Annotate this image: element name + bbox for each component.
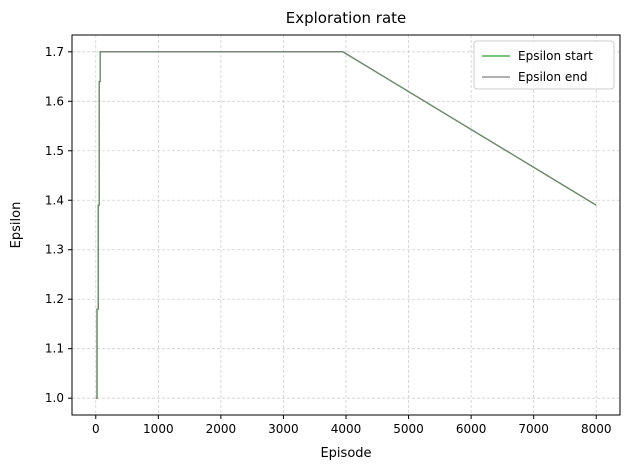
y-tick-label: 1.5 bbox=[45, 144, 64, 158]
y-tick-label: 1.0 bbox=[45, 391, 64, 405]
x-tick-label: 5000 bbox=[393, 422, 424, 436]
x-tick-label: 2000 bbox=[206, 422, 237, 436]
x-tick-label: 8000 bbox=[581, 422, 612, 436]
x-tick-label: 0 bbox=[92, 422, 100, 436]
x-tick-label: 6000 bbox=[456, 422, 487, 436]
y-tick-label: 1.2 bbox=[45, 292, 64, 306]
x-tick-label: 1000 bbox=[143, 422, 174, 436]
grid bbox=[72, 35, 620, 415]
y-tick-label: 1.1 bbox=[45, 342, 64, 356]
x-tick-label: 7000 bbox=[518, 422, 549, 436]
y-tick-label: 1.3 bbox=[45, 243, 64, 257]
legend-label: Epsilon start bbox=[518, 49, 593, 63]
legend: Epsilon start Epsilon end bbox=[473, 40, 615, 90]
x-axis-label: Episode bbox=[320, 446, 371, 461]
y-tick-label: 1.7 bbox=[45, 45, 64, 59]
y-axis-label: Epsilon bbox=[9, 202, 24, 249]
y-tick-label: 1.6 bbox=[45, 94, 64, 108]
legend-label: Epsilon end bbox=[518, 70, 588, 84]
axis-ticks: 0 1000 2000 3000 4000 5000 6000 7000 8000 1.0 1.1 1… bbox=[45, 45, 612, 436]
series-lines bbox=[95, 51, 597, 399]
series-line-epsilon-end bbox=[95, 51, 597, 399]
chart-title: Exploration rate bbox=[286, 9, 407, 27]
y-tick-label: 1.4 bbox=[45, 193, 64, 207]
x-tick-label: 3000 bbox=[268, 422, 299, 436]
x-tick-label: 4000 bbox=[331, 422, 362, 436]
